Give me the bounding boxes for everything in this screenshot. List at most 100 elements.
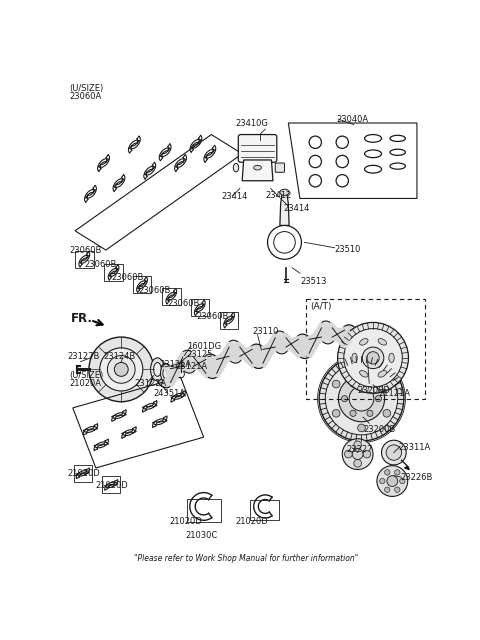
Text: 21020D: 21020D: [169, 517, 202, 526]
Circle shape: [382, 440, 406, 465]
Circle shape: [354, 460, 361, 467]
Polygon shape: [242, 160, 273, 180]
Circle shape: [358, 365, 365, 373]
Text: 23121A: 23121A: [175, 362, 207, 371]
Circle shape: [325, 362, 398, 435]
Circle shape: [383, 380, 391, 388]
Ellipse shape: [202, 354, 221, 378]
Text: 23414: 23414: [221, 192, 248, 202]
Text: 23200B: 23200B: [363, 425, 396, 434]
Ellipse shape: [226, 340, 243, 363]
Circle shape: [349, 387, 374, 411]
Text: 23110: 23110: [252, 327, 278, 336]
Circle shape: [386, 445, 402, 460]
Text: 23060B: 23060B: [69, 246, 101, 255]
Circle shape: [387, 476, 398, 486]
Ellipse shape: [180, 350, 197, 373]
Text: 21121A: 21121A: [378, 388, 410, 397]
Ellipse shape: [378, 371, 386, 377]
Circle shape: [383, 410, 391, 417]
Text: 21020A: 21020A: [69, 379, 101, 388]
Circle shape: [363, 451, 371, 458]
Circle shape: [345, 451, 352, 458]
Ellipse shape: [280, 189, 289, 195]
Text: 21020D: 21020D: [67, 470, 100, 479]
Circle shape: [352, 449, 363, 460]
Ellipse shape: [254, 165, 262, 170]
Ellipse shape: [163, 368, 169, 379]
Circle shape: [380, 478, 385, 484]
Circle shape: [362, 347, 384, 369]
Circle shape: [377, 466, 408, 497]
Circle shape: [319, 356, 404, 441]
Circle shape: [344, 328, 402, 387]
Text: 21020D: 21020D: [96, 481, 129, 490]
FancyBboxPatch shape: [238, 134, 277, 163]
Circle shape: [89, 337, 154, 402]
Text: 23412: 23412: [265, 191, 292, 200]
Circle shape: [375, 396, 382, 402]
Text: (U/SIZE): (U/SIZE): [69, 84, 103, 93]
Circle shape: [114, 362, 128, 376]
Circle shape: [367, 410, 373, 417]
Text: 23060B: 23060B: [138, 286, 170, 295]
Circle shape: [332, 410, 340, 417]
Text: 23125: 23125: [187, 350, 213, 359]
Ellipse shape: [318, 321, 336, 344]
Circle shape: [354, 441, 361, 449]
Ellipse shape: [360, 371, 368, 377]
Circle shape: [367, 352, 379, 364]
Circle shape: [400, 478, 405, 484]
Ellipse shape: [352, 353, 357, 362]
Text: (U/SIZE): (U/SIZE): [69, 371, 103, 380]
Text: FR.: FR.: [71, 312, 93, 325]
Text: 23060B: 23060B: [84, 260, 117, 269]
Ellipse shape: [160, 364, 171, 383]
Ellipse shape: [156, 364, 175, 388]
Text: 23060A: 23060A: [69, 92, 101, 101]
Text: 23040A: 23040A: [337, 115, 369, 124]
Text: 23060B: 23060B: [196, 312, 228, 321]
Text: 24351A: 24351A: [154, 389, 186, 399]
Ellipse shape: [272, 331, 289, 354]
Text: 23122A: 23122A: [134, 380, 167, 388]
Text: 23414: 23414: [283, 204, 309, 213]
Text: "Please refer to Work Shop Manual for further information": "Please refer to Work Shop Manual for fu…: [134, 554, 358, 563]
Circle shape: [338, 376, 384, 422]
Text: 23510: 23510: [335, 244, 361, 253]
Text: 23121A: 23121A: [160, 360, 192, 369]
Text: 1601DG: 1601DG: [187, 342, 221, 351]
Ellipse shape: [389, 353, 394, 362]
Ellipse shape: [233, 163, 239, 172]
Text: (A/T): (A/T): [310, 303, 331, 312]
Ellipse shape: [154, 362, 161, 376]
Circle shape: [367, 381, 373, 387]
Text: 23311A: 23311A: [398, 444, 431, 452]
Ellipse shape: [340, 325, 360, 349]
Text: 23410G: 23410G: [236, 119, 269, 128]
Circle shape: [337, 323, 408, 393]
Ellipse shape: [248, 344, 267, 369]
Text: 21020D: 21020D: [236, 517, 268, 526]
Text: 23200D: 23200D: [358, 386, 391, 395]
Circle shape: [332, 380, 340, 388]
Circle shape: [100, 348, 143, 391]
Polygon shape: [280, 192, 289, 225]
Text: 21030C: 21030C: [185, 531, 217, 540]
Circle shape: [358, 424, 365, 432]
Text: 23060B: 23060B: [168, 298, 200, 308]
Text: 23227: 23227: [346, 445, 372, 454]
Circle shape: [350, 410, 356, 417]
Circle shape: [108, 356, 135, 383]
Circle shape: [384, 487, 390, 492]
Circle shape: [341, 396, 348, 402]
Ellipse shape: [151, 358, 164, 381]
Polygon shape: [405, 467, 409, 470]
Circle shape: [384, 470, 390, 475]
Circle shape: [395, 487, 400, 492]
Text: 23124B: 23124B: [104, 353, 136, 362]
Ellipse shape: [294, 334, 313, 358]
Text: 23226B: 23226B: [400, 474, 432, 483]
Text: 23060B: 23060B: [111, 273, 144, 282]
Text: 23513: 23513: [300, 277, 326, 286]
